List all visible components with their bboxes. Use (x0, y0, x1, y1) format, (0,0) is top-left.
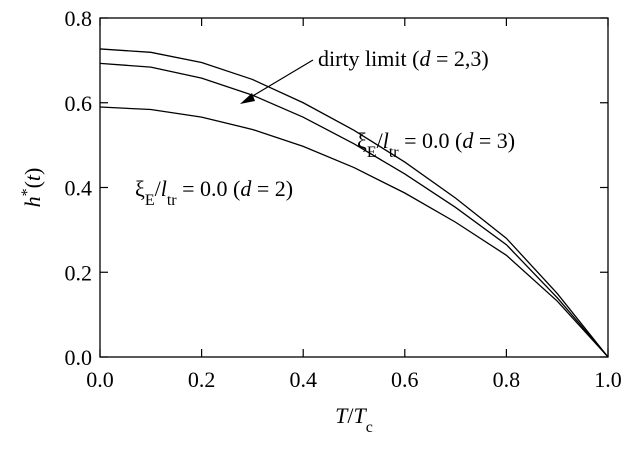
x-tick-label: 0.4 (289, 367, 317, 392)
annotation-part: ξ (357, 128, 367, 153)
annotation-part: ξ (135, 176, 145, 201)
y-tick-label: 0.6 (65, 91, 93, 116)
y-axis-label-part: ( (20, 181, 45, 188)
annotation-part: = 3) (473, 128, 515, 153)
series-line (99, 62, 609, 358)
y-axis-label: h*(t) (19, 168, 46, 208)
series-line (99, 106, 609, 358)
annotation-part: = 2,3) (430, 46, 488, 71)
y-axis-label-part: h (20, 196, 45, 207)
x-axis-label-part: / (347, 403, 354, 428)
annotation-part: E (367, 144, 377, 161)
annotation-part: / (377, 128, 384, 153)
x-axis-label-part: T (354, 403, 368, 428)
x-tick-label: 0.2 (188, 367, 216, 392)
annotation-part: dirty limit ( (318, 46, 419, 71)
x-axis-label: T/Tc (335, 403, 373, 436)
annotation: ξE/ltr = 0.0 (d = 3) (357, 128, 515, 161)
y-axis-label-part: t (20, 174, 45, 181)
y-axis-label-part: ) (20, 168, 45, 175)
y-tick-label: 0.0 (65, 345, 93, 370)
series-line (99, 48, 609, 358)
annotation: ξE/ltr = 0.0 (d = 2) (135, 176, 293, 209)
annotation-part: d (240, 176, 252, 201)
annotation-part: = 0.0 ( (399, 128, 463, 153)
y-tick-label: 0.2 (65, 260, 93, 285)
x-axis-label-part: T (335, 403, 349, 428)
y-tick-label: 0.8 (65, 6, 93, 31)
annotation-part: = 2) (251, 176, 293, 201)
annotation-part: tr (389, 144, 399, 161)
annotation: dirty limit (d = 2,3) (318, 46, 489, 71)
x-tick-label: 0.0 (86, 367, 114, 392)
annotation-part: E (145, 192, 155, 209)
x-tick-label: 1.0 (594, 367, 622, 392)
annotation-part: d (462, 128, 474, 153)
x-tick-label: 0.6 (391, 367, 419, 392)
annotation-part: = 0.0 ( (177, 176, 241, 201)
annotation-part: l (383, 128, 389, 153)
y-axis-label-part: * (19, 188, 36, 196)
annotation-part: / (155, 176, 162, 201)
x-axis-label-part: c (366, 419, 373, 436)
annotation-part: tr (167, 192, 177, 209)
annotation-arrow (245, 59, 314, 101)
y-tick-label: 0.4 (65, 176, 93, 201)
arrow-head (240, 93, 255, 104)
x-tick-label: 0.8 (493, 367, 521, 392)
annotation-part: l (161, 176, 167, 201)
annotation-part: d (419, 46, 431, 71)
